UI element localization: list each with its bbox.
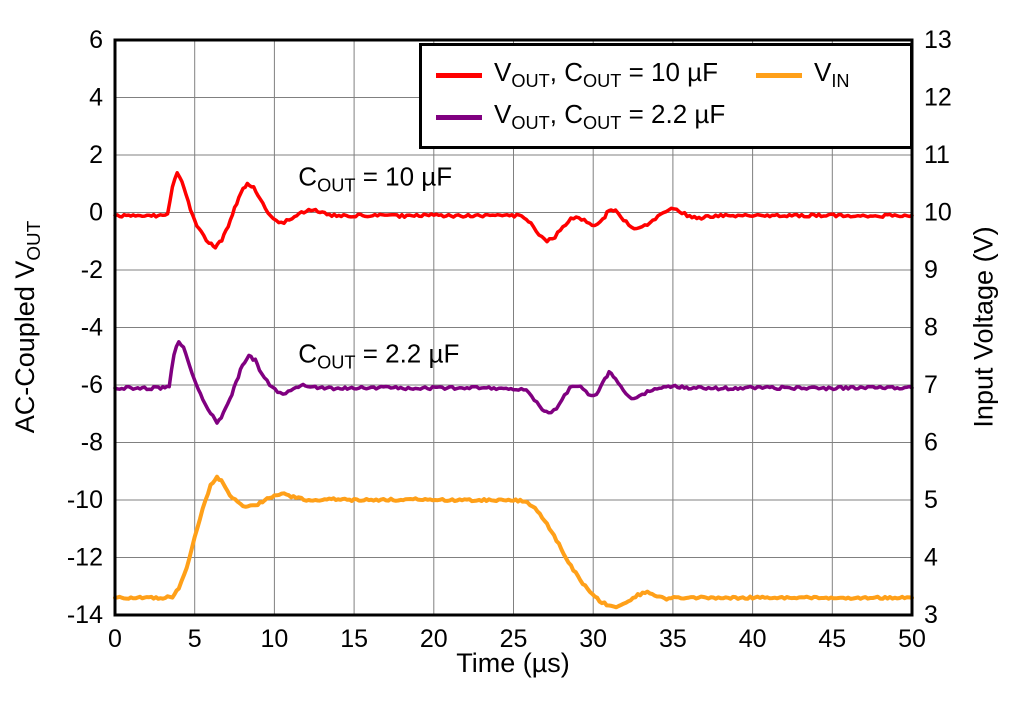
chart-legend: VOUT, COUT = 10 µF VIN VOUT, COUT = 2.2 µF (419, 43, 913, 149)
y-right-tick-label: 4 (924, 544, 938, 572)
y-right-tick-label: 11 (924, 141, 950, 169)
y-left-axis-title: AC-Coupled VOUT (9, 220, 46, 434)
x-tick-label: 20 (420, 625, 448, 653)
y-left-tick-label: 2 (89, 141, 103, 169)
y-left-tick-label: 6 (89, 26, 103, 54)
legend-label-vout-10uf: VOUT, COUT = 10 µF (494, 57, 719, 92)
y-right-tick-label: 3 (924, 601, 938, 629)
y-right-tick-label: 10 (924, 199, 952, 227)
plot-frame (113, 38, 914, 617)
trace-vout-10uf (113, 171, 914, 250)
x-axis-title: Time (µs) (456, 648, 570, 678)
x-tick-label: 45 (818, 625, 846, 653)
y-left-tick-label: -2 (81, 256, 103, 284)
y-left-tick-label: 4 (89, 84, 103, 112)
y-right-tick-label: 9 (924, 256, 938, 284)
label-cout-10uf: COUT = 10 µF (298, 161, 453, 197)
y-right-tick-label: 6 (924, 429, 938, 457)
x-tick-label: 25 (500, 625, 528, 653)
label-cout-2p2uf: COUT = 2.2 µF (298, 338, 460, 373)
legend-label-vout-2p2uf: VOUT, COUT = 2.2 µF (494, 99, 726, 134)
y-left-tick-label: -8 (81, 429, 103, 457)
y-right-tick-label: 5 (924, 486, 938, 514)
y-right-tick-label: 8 (924, 314, 938, 342)
x-tick-label: 15 (340, 625, 368, 653)
legend-swatch-vout-10uf (436, 72, 482, 78)
x-tick-label: 40 (739, 625, 767, 653)
y-right-tick-label: 13 (924, 26, 952, 54)
y-right-tick-label: 7 (924, 371, 938, 399)
y-right-axis-title: Input Voltage (V) (968, 226, 999, 428)
x-tick-label: 30 (579, 625, 607, 653)
y-left-tick-label: -10 (67, 486, 103, 514)
legend-swatch-vout-2p2uf (436, 114, 482, 120)
y-right-tick-label: 12 (924, 84, 952, 112)
y-left-tick-label: -4 (81, 314, 103, 342)
x-tick-label: 35 (659, 625, 687, 653)
trace-vout-2p2uf (113, 340, 914, 425)
legend-label-vin: VIN (814, 57, 850, 92)
legend-item-vout-10uf: VOUT, COUT = 10 µF (436, 57, 756, 92)
x-tick-label: 50 (898, 625, 926, 653)
x-tick-label: 10 (260, 625, 288, 653)
x-tick-label: 5 (188, 625, 202, 653)
y-left-tick-label: -14 (67, 601, 103, 629)
y-left-tick-label: 0 (89, 199, 103, 227)
trace-vin (113, 474, 914, 610)
x-tick-label: 0 (108, 625, 122, 653)
legend-item-vout-2p2uf: VOUT, COUT = 2.2 µF (436, 99, 756, 134)
y-left-tick-label: -6 (81, 371, 103, 399)
legend-swatch-vin (756, 72, 802, 78)
y-left-tick-label: -12 (67, 544, 103, 572)
legend-item-vin: VIN (756, 57, 896, 92)
